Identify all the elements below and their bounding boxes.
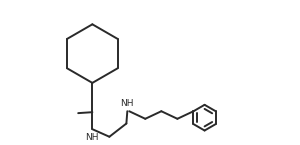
Text: NH: NH <box>85 133 99 142</box>
Text: NH: NH <box>121 99 134 108</box>
